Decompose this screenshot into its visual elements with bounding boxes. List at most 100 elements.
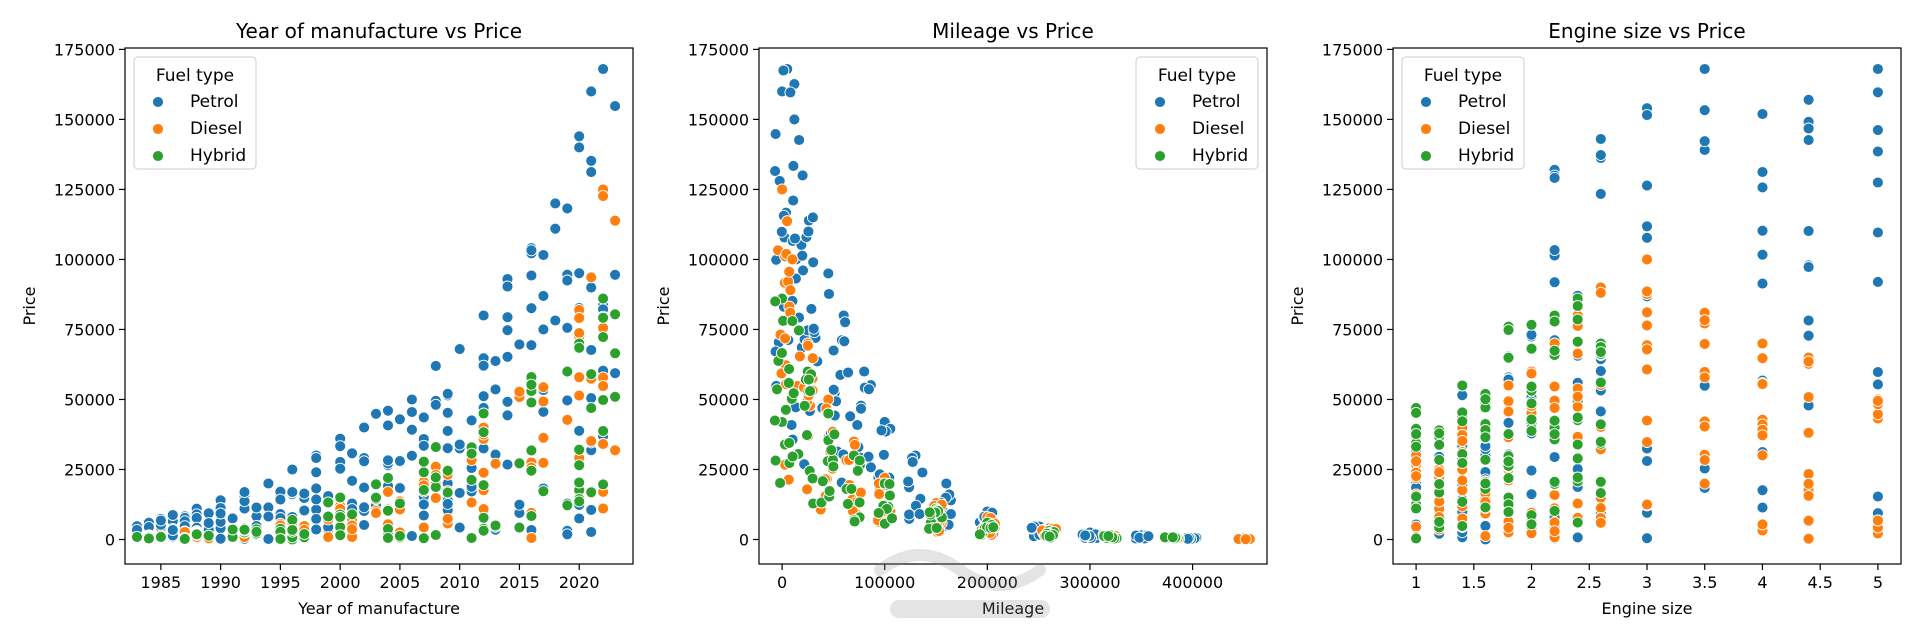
data-point [774, 477, 787, 489]
data-point [286, 486, 299, 499]
chart-panel-2: Mileage vs Price 0 100000 200000 300000 40000… [654, 19, 1268, 618]
data-point [310, 512, 323, 525]
legend-marker [152, 96, 164, 108]
data-point [585, 368, 598, 381]
x-tick-label: 4.5 [1807, 573, 1832, 592]
data-point [1756, 352, 1769, 365]
data-point [797, 264, 809, 277]
data-point [609, 367, 622, 380]
data-point [429, 492, 442, 504]
data-point [1641, 285, 1653, 298]
data-point [1548, 525, 1561, 538]
data-point [597, 190, 610, 203]
data-point [573, 141, 586, 154]
data-point [1594, 418, 1607, 431]
data-point [973, 528, 986, 541]
data-point [902, 475, 915, 488]
data-point [1525, 413, 1538, 426]
data-point [465, 447, 478, 460]
data-point [940, 477, 953, 490]
data-point [405, 530, 418, 542]
data-point [769, 454, 782, 467]
data-point [513, 457, 526, 470]
data-point [1641, 343, 1653, 356]
data-point [987, 521, 1000, 534]
data-point [1594, 286, 1607, 299]
data-point [1641, 319, 1653, 332]
data-point [537, 485, 550, 498]
data-point [405, 393, 418, 406]
data-point [883, 489, 896, 502]
data-point [573, 443, 586, 456]
data-point [1871, 366, 1884, 379]
data-point [1525, 518, 1538, 531]
data-point [561, 202, 574, 215]
data-point [537, 395, 550, 408]
data-point [1594, 346, 1607, 359]
data-point [1479, 393, 1492, 406]
data-point [1698, 477, 1711, 490]
data-point [1802, 314, 1815, 327]
data-point [1142, 530, 1155, 543]
data-point [807, 256, 820, 269]
data-point [525, 444, 538, 457]
data-point [1594, 365, 1607, 378]
data-point [310, 452, 323, 464]
data-point [873, 488, 886, 501]
data-point [801, 483, 814, 496]
data-point [585, 166, 598, 179]
data-point [1525, 488, 1538, 501]
data-point [573, 459, 586, 472]
data-point [1571, 452, 1584, 465]
data-point [513, 385, 526, 398]
x-axis-label: Mileage [982, 599, 1044, 618]
x-tick-label: 400000 [1162, 573, 1223, 592]
plot-frame [758, 47, 1268, 565]
data-point [1548, 244, 1561, 257]
data-point [1594, 376, 1607, 389]
data-point [489, 457, 502, 470]
data-point [883, 478, 896, 490]
data-point [1433, 438, 1446, 451]
data-point [597, 292, 610, 305]
data-point [1456, 474, 1469, 487]
y-tick-label: 25000 [64, 460, 115, 479]
data-point [262, 510, 275, 523]
chart-title: Mileage vs Price [932, 19, 1094, 43]
data-point [1433, 453, 1446, 466]
data-point [1802, 391, 1815, 403]
data-point [788, 113, 801, 126]
data-point [1641, 455, 1653, 467]
y-tick-label: 50000 [64, 390, 115, 409]
data-point [178, 532, 191, 545]
legend: Fuel type Petrol Diesel Hybrid [133, 56, 257, 170]
data-point [250, 525, 263, 538]
data-point [262, 477, 275, 490]
data-point [525, 244, 538, 257]
data-point [298, 504, 311, 517]
data-point [930, 522, 943, 534]
data-point [1756, 378, 1769, 391]
data-point [525, 464, 538, 477]
x-tick-label: 0 [777, 573, 787, 592]
y-tick-label: 125000 [688, 180, 749, 199]
data-point [1502, 351, 1515, 364]
data-point [1641, 532, 1653, 545]
data-point [549, 197, 562, 210]
data-point [784, 284, 797, 297]
data-point [346, 474, 359, 487]
x-tick-label: 200000 [957, 573, 1018, 592]
data-point [609, 390, 622, 403]
x-axis-label: Year of manufacture [297, 599, 460, 618]
data-point [784, 86, 797, 99]
data-point [1525, 318, 1538, 331]
data-point [441, 387, 454, 400]
y-tick-label: 125000 [54, 180, 115, 199]
data-point [1871, 124, 1884, 137]
y-tick-label: 175000 [54, 40, 115, 59]
data-point [525, 378, 538, 391]
data-point [804, 385, 817, 398]
data-point [825, 444, 838, 457]
data-point [923, 506, 936, 519]
data-point [358, 455, 371, 468]
